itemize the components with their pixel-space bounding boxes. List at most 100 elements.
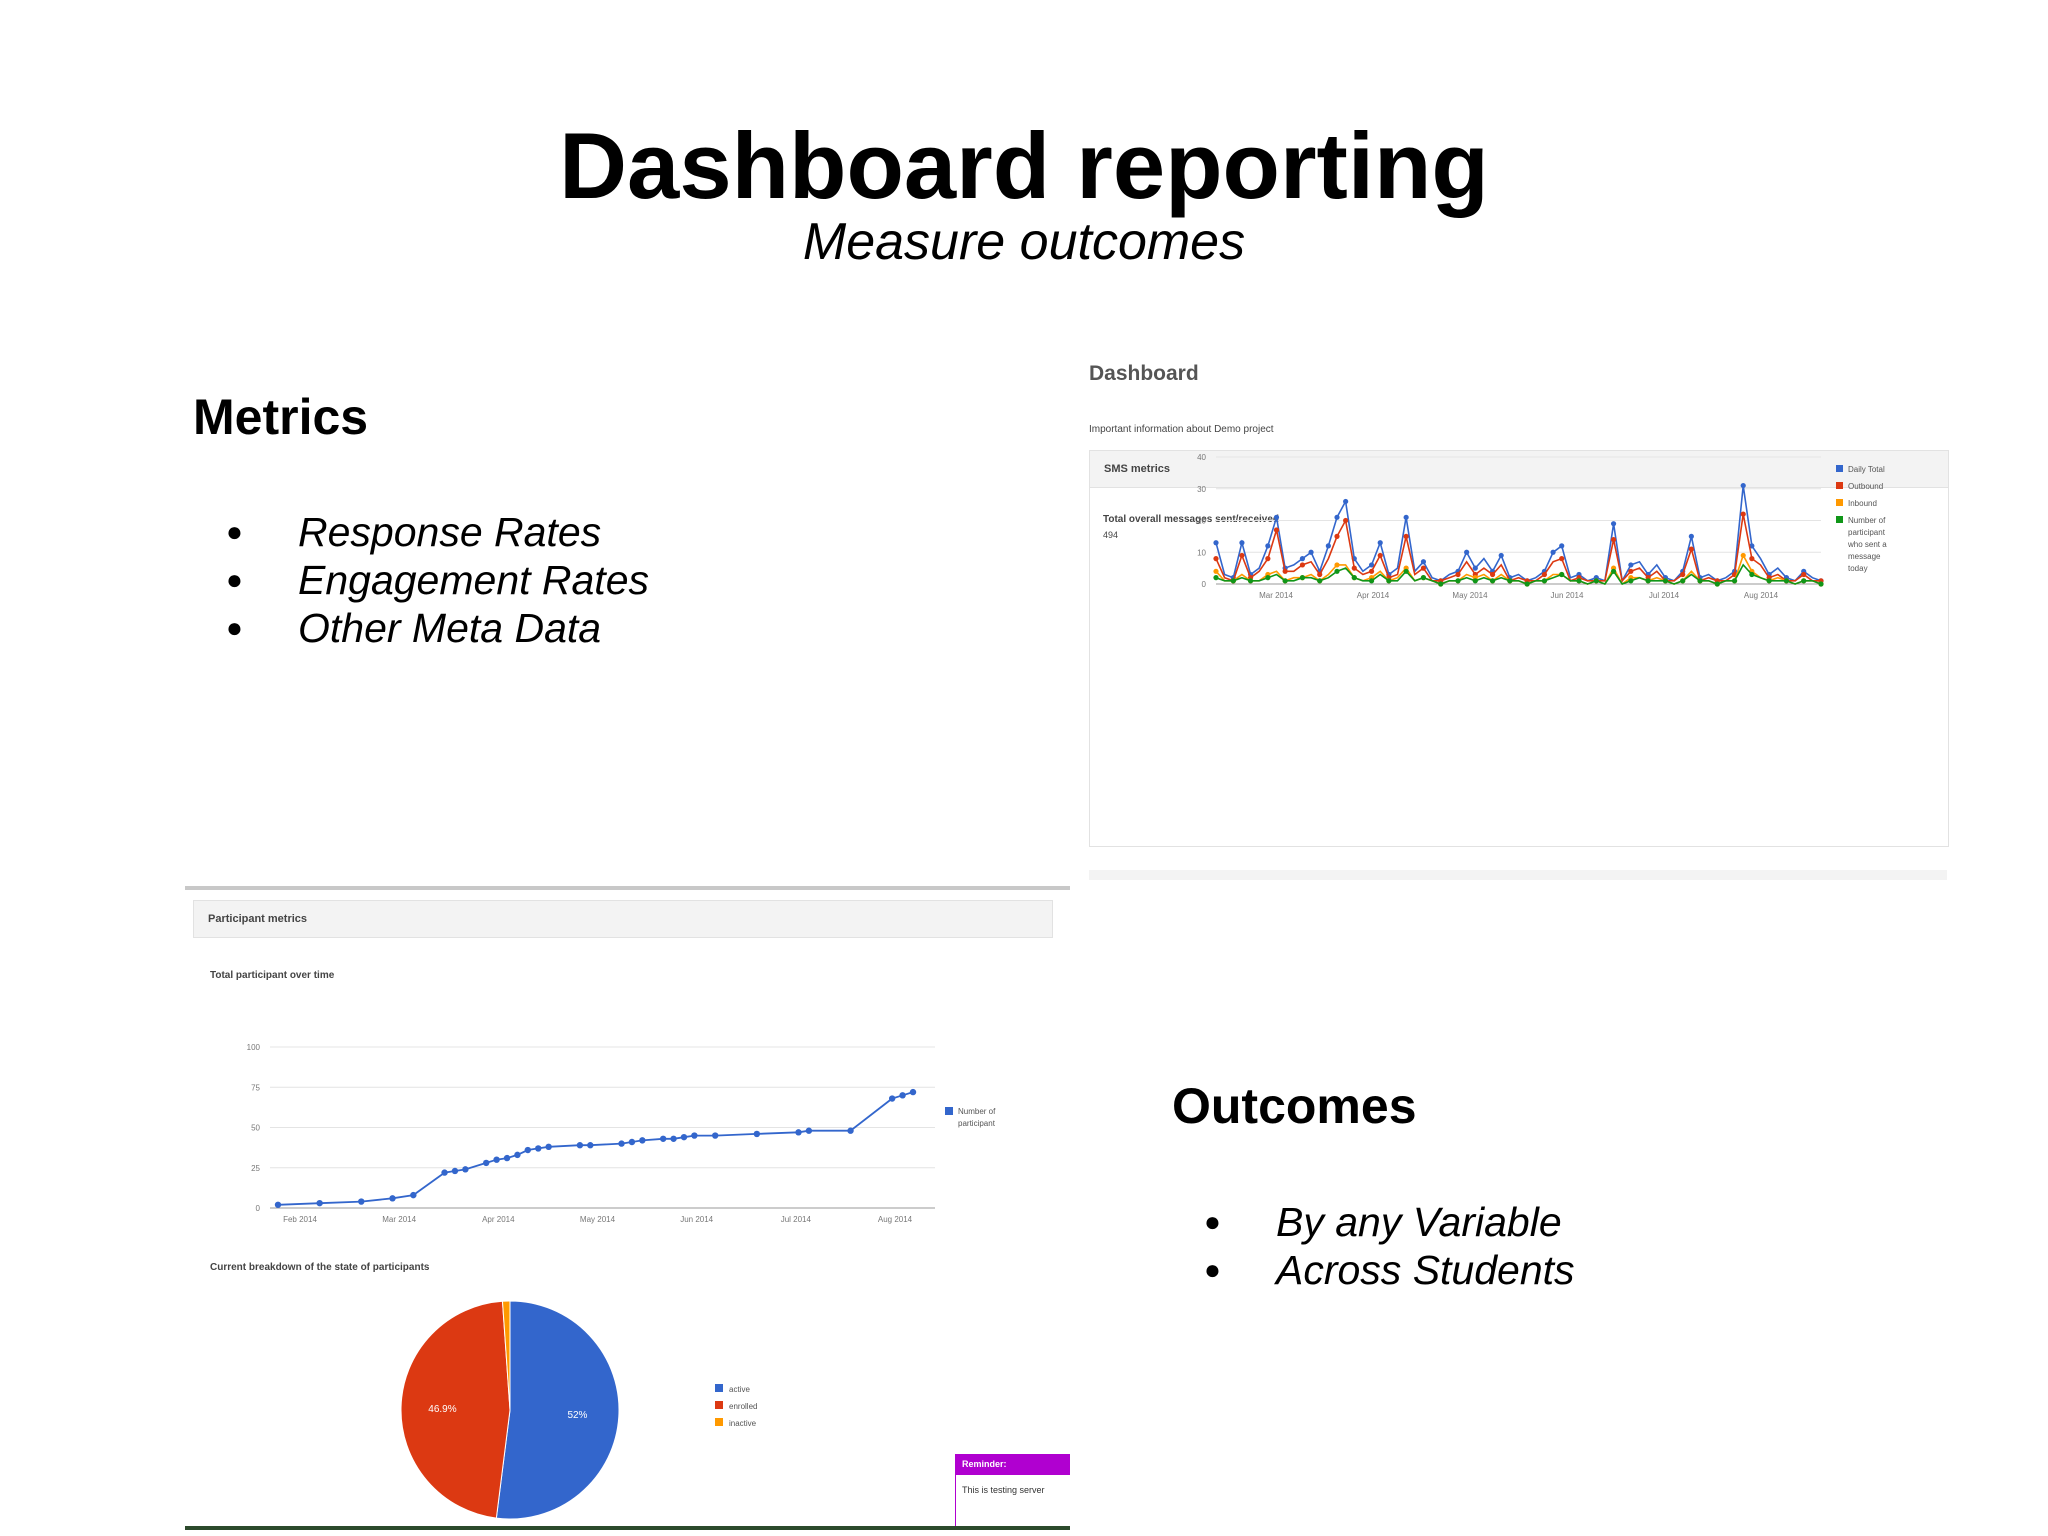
sms-data-point bbox=[1740, 552, 1746, 559]
participant-y-tick-label: 100 bbox=[247, 1043, 261, 1052]
sms-data-point bbox=[1343, 517, 1349, 524]
participant-data-point bbox=[909, 1088, 917, 1096]
participant-data-point bbox=[316, 1199, 323, 1207]
participant-data-point bbox=[680, 1133, 688, 1141]
sms-data-point bbox=[1550, 549, 1556, 555]
participant-data-point bbox=[639, 1137, 646, 1144]
sms-data-point bbox=[1472, 565, 1478, 571]
participant-data-point bbox=[462, 1166, 469, 1173]
sms-x-tick-label: Aug 2014 bbox=[1744, 591, 1779, 600]
participant-data-point bbox=[410, 1191, 417, 1199]
sms-data-point bbox=[1541, 571, 1548, 578]
outcomes-item: By any Variable bbox=[1204, 1198, 1575, 1246]
sms-data-point bbox=[1368, 578, 1375, 584]
participant-metrics-screenshot: Participant metrics Total participant ov… bbox=[185, 890, 1070, 1530]
sms-x-tick-label: Jul 2014 bbox=[1649, 591, 1680, 600]
sms-data-point bbox=[1377, 540, 1383, 546]
sms-x-tick-label: Mar 2014 bbox=[1259, 591, 1293, 600]
reminder-title: Reminder: bbox=[962, 1459, 1007, 1469]
pie-legend-label: enrolled bbox=[729, 1402, 757, 1411]
dashboard-page-title: Dashboard bbox=[1089, 362, 1199, 385]
sms-data-point bbox=[1273, 514, 1280, 520]
sms-data-point bbox=[1230, 578, 1236, 584]
metrics-list: Response Rates Engagement Rates Other Me… bbox=[226, 508, 649, 652]
participant-data-point bbox=[899, 1092, 906, 1099]
sms-data-point bbox=[1714, 581, 1720, 587]
sms-data-point bbox=[1455, 578, 1461, 584]
sms-data-point bbox=[1688, 546, 1694, 552]
sms-legend-label: today bbox=[1848, 564, 1868, 573]
participant-data-point bbox=[274, 1201, 282, 1208]
participant-data-point bbox=[389, 1195, 396, 1202]
sms-data-point bbox=[1645, 578, 1651, 584]
sms-data-point bbox=[1610, 568, 1617, 574]
sms-panel-header: SMS metrics bbox=[1089, 450, 1949, 488]
sms-series-line bbox=[1215, 513, 1821, 583]
sms-data-point bbox=[1368, 562, 1375, 568]
sms-data-point bbox=[1576, 578, 1582, 584]
sms-data-point bbox=[1265, 575, 1271, 581]
sms-chart-title: Total overall messages sent/received bbox=[1103, 514, 1280, 525]
participant-data-point bbox=[847, 1127, 854, 1134]
pie-legend-swatch bbox=[715, 1401, 723, 1409]
sms-data-point bbox=[1680, 578, 1686, 584]
sms-y-tick-label: 20 bbox=[1197, 517, 1206, 526]
sms-data-point bbox=[1749, 543, 1755, 549]
sms-data-point bbox=[1438, 581, 1444, 587]
sms-data-point bbox=[1610, 536, 1617, 543]
outcomes-list: By any Variable Across Students bbox=[1204, 1198, 1575, 1294]
sms-data-point bbox=[1299, 556, 1306, 562]
sms-data-point bbox=[1265, 543, 1271, 549]
sms-data-point bbox=[1273, 527, 1280, 533]
sms-data-point bbox=[1334, 514, 1340, 520]
sms-data-point bbox=[1801, 571, 1807, 578]
sms-data-point bbox=[1628, 562, 1634, 568]
sms-data-point bbox=[1559, 571, 1565, 578]
participant-y-tick-label: 50 bbox=[251, 1124, 260, 1133]
sms-panel-title: SMS metrics bbox=[1104, 463, 1171, 475]
participant-x-tick-label: Mar 2014 bbox=[382, 1215, 416, 1224]
sms-data-point bbox=[1213, 568, 1219, 574]
sms-data-point bbox=[1455, 571, 1461, 578]
participant-data-point bbox=[795, 1129, 802, 1136]
sms-data-point bbox=[1783, 578, 1790, 584]
pie-legend-swatch bbox=[715, 1418, 723, 1426]
pie-legend-swatch bbox=[715, 1384, 723, 1392]
sms-data-point bbox=[1325, 543, 1331, 549]
participant-data-point bbox=[587, 1142, 594, 1149]
participant-x-tick-label: Feb 2014 bbox=[283, 1215, 317, 1224]
slide-subtitle: Measure outcomes bbox=[802, 213, 1246, 271]
sms-data-point bbox=[1628, 578, 1634, 584]
sms-data-point bbox=[1239, 552, 1245, 559]
sms-data-point bbox=[1351, 565, 1357, 571]
sms-data-point bbox=[1299, 575, 1306, 581]
sms-data-point bbox=[1351, 575, 1357, 581]
sms-data-point bbox=[1317, 578, 1323, 584]
sms-x-tick-label: May 2014 bbox=[1452, 591, 1488, 600]
sms-data-point bbox=[1247, 578, 1254, 584]
sms-legend-label: who sent a bbox=[1847, 540, 1887, 549]
participant-y-tick-label: 0 bbox=[256, 1204, 261, 1213]
sms-data-point bbox=[1818, 581, 1824, 587]
sms-data-point bbox=[1403, 514, 1409, 520]
sms-data-point bbox=[1213, 540, 1219, 546]
sms-data-point bbox=[1498, 552, 1504, 559]
sms-y-tick-label: 0 bbox=[1202, 580, 1207, 589]
sms-data-point bbox=[1559, 556, 1565, 562]
pie-slice-label: 46.9% bbox=[428, 1404, 456, 1415]
sms-legend-swatch bbox=[1836, 516, 1843, 523]
participant-data-point bbox=[628, 1138, 636, 1146]
pie-legend-label: active bbox=[729, 1385, 750, 1394]
sms-data-point bbox=[1368, 568, 1375, 574]
reminder-popup[interactable]: Reminder: This is testing server bbox=[955, 1454, 1070, 1530]
sms-y-tick-label: 10 bbox=[1197, 548, 1206, 557]
sms-legend-swatch bbox=[1836, 465, 1843, 472]
dashboard-intro-text: Important information about Demo project bbox=[1089, 424, 1274, 435]
sms-data-point bbox=[1688, 533, 1694, 539]
sms-legend-label: Inbound bbox=[1848, 499, 1877, 508]
sms-data-point bbox=[1610, 521, 1617, 527]
participant-data-point bbox=[805, 1127, 813, 1134]
participant-data-point bbox=[888, 1095, 896, 1102]
sms-series-line bbox=[1215, 553, 1822, 586]
participant-data-point bbox=[503, 1154, 511, 1162]
